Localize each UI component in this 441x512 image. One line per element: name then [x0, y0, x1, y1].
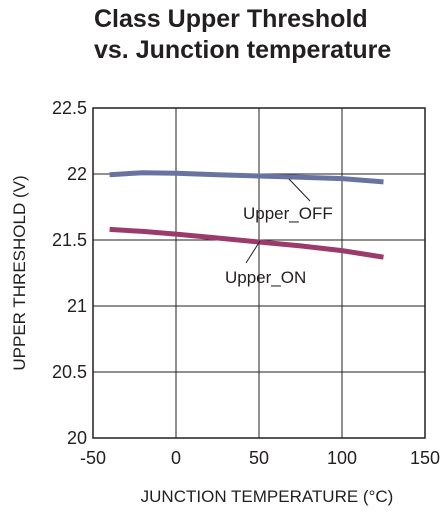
y-axis-ticks: 20 20.5 21 21.5 22 22.5	[52, 98, 87, 448]
annotation-leader-line	[245, 240, 261, 264]
plot-area-frame	[92, 107, 426, 439]
chart-title-line-2: vs. Junction temperature	[94, 36, 392, 64]
x-axis-ticks: -50 0 50 100 150	[80, 448, 440, 468]
annotation-leader-line	[288, 178, 311, 202]
series-label: Upper_OFF	[243, 204, 333, 223]
x-tick-label: 150	[410, 448, 440, 468]
series-annotations: Upper_OFF Upper_ON	[225, 178, 333, 287]
y-tick-label: 22	[67, 164, 87, 184]
x-tick-label: -50	[80, 448, 106, 468]
y-tick-label: 20.5	[52, 362, 87, 382]
chart-title-line-1: Class Upper Threshold	[94, 5, 368, 33]
series-label: Upper_ON	[225, 268, 306, 287]
x-tick-label: 50	[249, 448, 269, 468]
x-tick-label: 0	[171, 448, 181, 468]
series-line-upper-on	[109, 226, 384, 260]
chart-title: Class Upper Threshold vs. Junction tempe…	[0, 4, 441, 66]
x-axis-label: JUNCTION TEMPERATURE (°C)	[141, 487, 394, 506]
series-line-upper-off	[109, 170, 384, 185]
y-tick-label: 21.5	[52, 230, 87, 250]
series-group	[109, 170, 384, 260]
y-tick-label: 22.5	[52, 98, 87, 118]
y-tick-label: 21	[67, 296, 87, 316]
x-tick-label: 100	[327, 448, 357, 468]
y-axis-label: UPPER THRESHOLD (V)	[10, 175, 29, 370]
y-tick-label: 20	[67, 428, 87, 448]
